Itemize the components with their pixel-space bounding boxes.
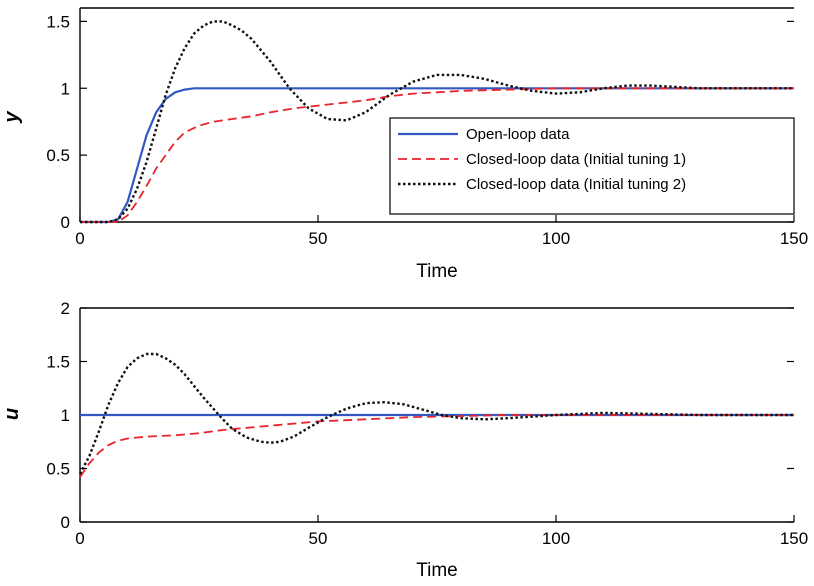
y-tick-label: 0 <box>61 513 70 532</box>
y-axis-title: u <box>1 408 23 420</box>
y-tick-label: 1 <box>61 79 70 98</box>
series-line-dashed <box>80 87 794 223</box>
series-line-dotted <box>78 352 794 475</box>
y-tick-label: 0.5 <box>46 146 70 165</box>
x-tick-label: 0 <box>75 529 84 548</box>
x-tick-label: 100 <box>542 529 570 548</box>
x-tick-label: 150 <box>780 529 808 548</box>
y-tick-label: 2 <box>61 299 70 318</box>
y-tick-label: 0.5 <box>46 460 70 479</box>
chart-y: 0 0.5 1 1.5 0 50 100 150 Time y Open-loop data Clos… <box>1 7 808 282</box>
legend-label: Closed-loop data (Initial tuning 2) <box>466 176 686 193</box>
x-tick-label: 100 <box>542 229 570 248</box>
legend-label: Open-loop data <box>466 126 570 143</box>
x-tick-label: 150 <box>780 229 808 248</box>
series-line-dashed <box>79 414 794 478</box>
x-tick-label: 50 <box>309 529 328 548</box>
x-tick-label: 0 <box>75 229 84 248</box>
x-axis-title: Time <box>416 560 458 581</box>
series-line-solid <box>80 87 794 224</box>
x-axis-title: Time <box>416 261 458 282</box>
y-tick-label: 0 <box>61 213 70 232</box>
chart-u: 0 0.5 1 1.5 2 0 50 100 150 Time u <box>1 299 808 581</box>
y-tick-label: 1.5 <box>46 12 70 31</box>
legend: Open-loop data Closed-loop data (Initial … <box>389 117 795 215</box>
y-tick-label: 1.5 <box>46 353 70 372</box>
y-tick-label: 1 <box>61 406 70 425</box>
series-line-dotted <box>80 20 794 224</box>
y-axis-title: y <box>1 111 23 124</box>
x-tick-label: 50 <box>309 229 328 248</box>
legend-label: Closed-loop data (Initial tuning 1) <box>466 151 686 168</box>
